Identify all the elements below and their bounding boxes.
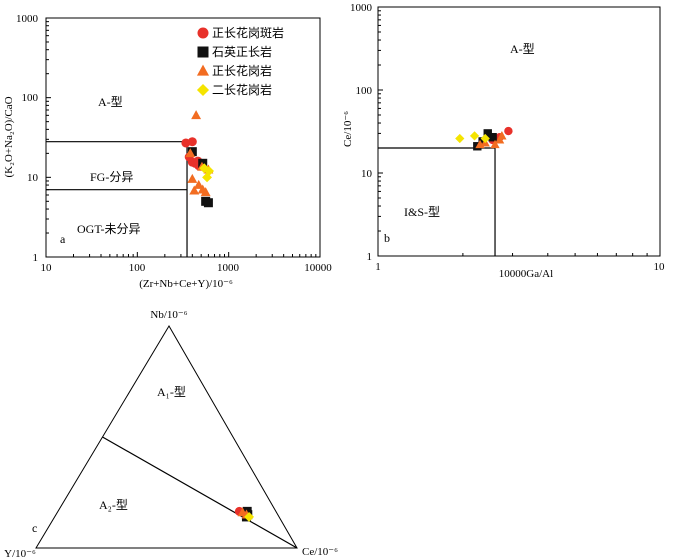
panel-b: 1 10 100 1000 1 10 10000Ga/Al Ce/10⁻⁶ A-…	[342, 2, 665, 280]
panel-a: 1 10 100 1000 10 100 1000 10000 (Zr+Nb+C…	[3, 13, 332, 290]
ternary-region-a2: A₂-型	[99, 498, 128, 512]
panel-a-ytick-1: 1	[33, 252, 39, 264]
ternary-triangle	[35, 325, 298, 549]
panel-a-frame	[45, 17, 321, 258]
data-point-circle	[504, 126, 513, 136]
panel-c-letter: c	[32, 521, 37, 535]
data-point-square	[483, 129, 492, 138]
panel-b-xtick-10: 10	[654, 261, 666, 273]
data-point-triangle	[200, 187, 211, 197]
panel-b-xtick-1: 1	[375, 261, 381, 273]
panel-a-region-ogt: OGT-未分异	[77, 222, 141, 236]
legend-label-porphyry: 正长花岗斑岩	[212, 25, 284, 40]
legend-marker-square	[197, 46, 209, 58]
data-point-square	[187, 147, 197, 157]
data-point-triangle	[191, 110, 202, 120]
legend-marker-circle	[197, 27, 209, 39]
panel-b-xlabel: 10000Ga/Al	[499, 268, 553, 280]
panel-a-xtick-10000: 10000	[304, 262, 332, 274]
data-point-square	[478, 137, 487, 146]
legend-label-monzogranite: 二长花岗岩	[212, 82, 272, 97]
legend-marker-diamond	[196, 83, 210, 97]
panel-b-ylabel: Ce/10⁻⁶	[342, 111, 354, 147]
panel-a-ytick-1000: 1000	[16, 13, 39, 25]
ternary-apex-top-label: Nb/10⁻⁶	[150, 309, 187, 321]
panel-b-frame	[377, 6, 661, 257]
panel-a-region-a-type: A-型	[98, 95, 123, 109]
panel-b-ytick-1: 1	[367, 251, 373, 263]
panel-a-xtick-10: 10	[41, 262, 53, 274]
ternary-apex-right-label: Ce/10⁻⁶	[302, 546, 338, 558]
panel-b-region-is-type: I&S-型	[404, 205, 440, 219]
data-point-triangle	[497, 131, 507, 140]
panel-b-region-a-type: A-型	[510, 42, 535, 56]
ternary-divider-line	[102, 436, 298, 549]
panel-a-xtick-1000: 1000	[217, 262, 240, 274]
panel-a-region-fg: FG-分异	[90, 170, 133, 184]
panel-b-ytick-10: 10	[361, 168, 373, 180]
data-point-diamond	[244, 511, 255, 522]
ternary-apex-left-label: Y/10⁻⁶	[4, 548, 36, 559]
data-point-diamond	[480, 133, 490, 144]
panel-c: Nb/10⁻⁶ Y/10⁻⁶ Ce/10⁻⁶ A₁-型 A₂-型 c	[4, 309, 338, 559]
panel-a-letter: a	[60, 232, 66, 246]
data-point-diamond	[455, 133, 465, 144]
panel-a-ytick-10: 10	[27, 172, 39, 184]
data-point-diamond	[199, 163, 210, 174]
data-point-triangle	[187, 173, 198, 183]
panel-a-ytick-100: 100	[22, 92, 39, 104]
data-point-diamond	[469, 131, 480, 141]
legend-label-syenogranite: 正长花岗岩	[212, 63, 272, 78]
data-point-triangle	[185, 148, 196, 158]
data-point-square	[488, 132, 497, 142]
data-point-triangle	[189, 185, 200, 195]
legend-marker-triangle	[196, 64, 210, 76]
legend-label-quartz-syenite: 石英正长岩	[212, 44, 272, 59]
panel-a-ylabel: (K₂O+Na₂O)/CaO	[3, 96, 15, 177]
ternary-region-a1: A₁-型	[157, 385, 186, 399]
data-point-triangle	[193, 179, 204, 189]
data-point-square	[203, 198, 213, 208]
panel-a-xtick-100: 100	[129, 262, 146, 274]
panel-b-ytick-1000: 1000	[350, 2, 373, 14]
panel-b-ytick-100: 100	[356, 85, 373, 97]
field-boundary-0	[378, 147, 496, 256]
panel-a-xlabel: (Zr+Nb+Ce+Y)/10⁻⁶	[139, 278, 233, 290]
panel-b-letter: b	[384, 231, 390, 245]
data-point-triangle	[490, 139, 500, 149]
field-boundary-0	[46, 141, 188, 257]
data-point-circle	[187, 137, 197, 147]
legend: 正长花岗斑岩 石英正长岩 正长花岗岩 二长花岗岩	[196, 25, 284, 97]
